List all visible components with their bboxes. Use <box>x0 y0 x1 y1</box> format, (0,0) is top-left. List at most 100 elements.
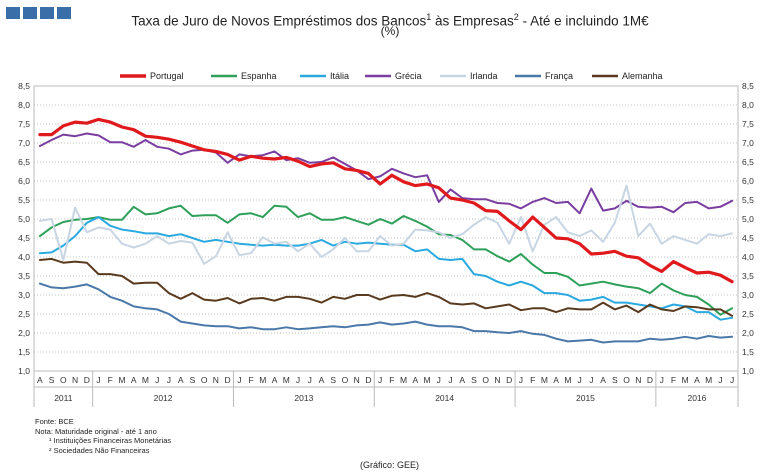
x-tick-label: D <box>647 375 653 385</box>
x-tick-label: J <box>237 375 241 385</box>
y-tick-label-left: 7,5 <box>18 119 30 129</box>
y-tick-label-left: 2,0 <box>18 328 30 338</box>
y-tick-label-left: 6,5 <box>18 157 30 167</box>
x-tick-label: M <box>259 375 266 385</box>
x-tick-label: A <box>459 375 465 385</box>
series-line-grécia <box>38 132 734 215</box>
graph-credit: (Gráfico: GEE) <box>360 460 420 470</box>
logo-block <box>57 7 71 19</box>
x-tick-label: N <box>213 375 219 385</box>
x-tick-label: A <box>131 375 137 385</box>
y-tick-label-right: 7,5 <box>742 119 754 129</box>
y-tick-label-left: 3,5 <box>18 271 30 281</box>
y-tick-label-right: 8,5 <box>742 81 754 91</box>
x-tick-label: J <box>730 375 734 385</box>
y-tick-label-left: 5,5 <box>18 195 30 205</box>
year-label: 2015 <box>576 393 595 403</box>
x-tick-label: J <box>589 375 593 385</box>
year-label: 2012 <box>154 393 173 403</box>
y-tick-label-right: 3,0 <box>742 290 754 300</box>
x-tick-label: J <box>660 375 664 385</box>
x-tick-label: A <box>553 375 559 385</box>
series-line-alemanha <box>38 257 734 317</box>
x-tick-label: S <box>190 375 196 385</box>
y-tick-label-right: 7,0 <box>742 138 754 148</box>
legend-label: Itália <box>330 71 349 81</box>
x-tick-label: A <box>412 375 418 385</box>
x-tick-label: O <box>342 375 349 385</box>
x-tick-label: A <box>694 375 700 385</box>
x-tick-label: A <box>178 375 184 385</box>
x-tick-label: J <box>308 375 312 385</box>
x-tick-label: M <box>541 375 548 385</box>
y-tick-label-right: 2,5 <box>742 309 754 319</box>
x-tick-label: J <box>378 375 382 385</box>
legend-label: Espanha <box>241 71 277 81</box>
series-line-irlanda <box>38 184 734 265</box>
x-tick-label: D <box>84 375 90 385</box>
chart-subtitle: (%) <box>380 24 400 38</box>
x-tick-label: D <box>225 375 231 385</box>
x-tick-label: M <box>142 375 149 385</box>
x-tick-label: J <box>155 375 159 385</box>
logo <box>6 6 74 24</box>
x-tick-label: O <box>623 375 630 385</box>
x-tick-label: J <box>718 375 722 385</box>
x-tick-label: N <box>354 375 360 385</box>
y-tick-label-left: 1,0 <box>18 366 30 376</box>
y-tick-label-left: 7,0 <box>18 138 30 148</box>
plot-frame <box>33 85 739 372</box>
x-tick-label: D <box>365 375 371 385</box>
y-tick-label-right: 2,0 <box>742 328 754 338</box>
x-tick-label: A <box>319 375 325 385</box>
legend-label: Irlanda <box>470 71 498 81</box>
legend-label: França <box>545 71 573 81</box>
y-tick-label-right: 1,5 <box>742 347 754 357</box>
x-tick-label: M <box>118 375 125 385</box>
x-tick-label: S <box>49 375 55 385</box>
x-tick-label: F <box>108 375 113 385</box>
x-tick-label: J <box>296 375 300 385</box>
y-tick-label-left: 5,0 <box>18 214 30 224</box>
x-tick-label: A <box>37 375 43 385</box>
chart-title: Taxa de Juro de Novos Empréstimos dos Ba… <box>131 12 649 29</box>
x-tick-label: F <box>389 375 394 385</box>
x-tick-label: M <box>424 375 431 385</box>
x-tick-label: F <box>248 375 253 385</box>
y-tick-label-left: 6,0 <box>18 176 30 186</box>
series-line-itália <box>38 216 734 321</box>
year-label: 2013 <box>294 393 313 403</box>
x-tick-label: M <box>705 375 712 385</box>
x-tick-label: O <box>201 375 208 385</box>
y-tick-label-left: 1,5 <box>18 347 30 357</box>
series-line-portugal <box>38 117 734 284</box>
footnotes: Fonte: BCE Nota: Maturidade original - a… <box>35 417 171 455</box>
logo-block <box>23 7 37 19</box>
y-tick-label-left: 8,0 <box>18 100 30 110</box>
y-tick-label-right: 4,0 <box>742 252 754 262</box>
y-tick-label-left: 2,5 <box>18 309 30 319</box>
x-tick-label: O <box>482 375 489 385</box>
y-tick-label-left: 4,5 <box>18 233 30 243</box>
y-tick-label-right: 6,5 <box>742 157 754 167</box>
legend-label: Alemanha <box>622 71 663 81</box>
x-tick-label: F <box>671 375 676 385</box>
x-tick-label: M <box>564 375 571 385</box>
x-tick-label: S <box>612 375 618 385</box>
year-label: 2016 <box>687 393 706 403</box>
x-tick-label: M <box>400 375 407 385</box>
y-tick-label-right: 3,5 <box>742 271 754 281</box>
source-note: Fonte: BCE <box>35 417 74 426</box>
x-tick-label: S <box>330 375 336 385</box>
x-tick-label: D <box>506 375 512 385</box>
year-label: 2014 <box>435 393 454 403</box>
y-tick-label-right: 1,0 <box>742 366 754 376</box>
x-tick-label: F <box>530 375 535 385</box>
x-tick-label: A <box>600 375 606 385</box>
y-tick-label-left: 4,0 <box>18 252 30 262</box>
logo-block <box>6 7 20 19</box>
year-label: 2011 <box>54 393 73 403</box>
maturity-note: Nota: Maturidade original - até 1 ano <box>35 426 157 436</box>
x-tick-label: J <box>167 375 171 385</box>
x-tick-label: N <box>494 375 500 385</box>
